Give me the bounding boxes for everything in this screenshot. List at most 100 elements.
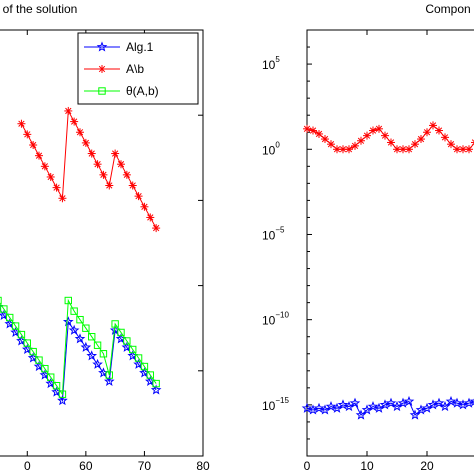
left-data-point [82, 324, 90, 332]
left-data-point [70, 307, 78, 315]
left-data-point [129, 345, 137, 354]
left-data-point [58, 390, 67, 398]
right-data-point [457, 399, 469, 410]
right-data-point [451, 397, 463, 408]
right-data-point [417, 135, 425, 144]
left-data-point [74, 333, 86, 344]
right-data-point [375, 124, 383, 133]
right-data-point [387, 138, 395, 147]
left-data-point [23, 130, 32, 139]
right-data-point [441, 133, 449, 142]
right-x-tick-label: 20 [420, 459, 434, 473]
left-data-point [117, 328, 125, 337]
left-data-point [29, 347, 37, 356]
left-data-point [92, 358, 103, 369]
legend-marker [98, 65, 106, 73]
right-data-point [445, 395, 457, 406]
right-data-point [345, 145, 353, 154]
left-data-point [150, 384, 162, 395]
right-data-point [421, 402, 433, 413]
right-data-point [411, 140, 419, 149]
left-data-point [146, 371, 154, 379]
left-series-0 [0, 304, 162, 406]
right-data-point [343, 400, 355, 412]
left-series-1 [17, 106, 161, 233]
left-data-point [87, 149, 96, 158]
right-data-point [405, 145, 413, 154]
right-y-tick-label: 10−5 [262, 225, 285, 242]
left-data-point [140, 362, 149, 371]
right-data-point [381, 131, 389, 140]
right-y-tick-label: 105 [262, 55, 280, 72]
right-data-point [403, 395, 415, 406]
left-data-point [93, 160, 102, 169]
left-chart-title: of the solution [3, 2, 78, 16]
left-data-point [35, 356, 43, 364]
left-data-point [111, 320, 119, 328]
left-series-line [0, 298, 157, 396]
left-data-point [134, 192, 143, 201]
right-x-tick-label: 10 [360, 459, 374, 473]
left-data-point [47, 373, 55, 381]
legend-marker [98, 87, 106, 95]
right-data-point [435, 126, 443, 135]
left-data-point [128, 181, 137, 190]
left-data-point [64, 296, 72, 305]
left-data-point [0, 296, 2, 305]
right-plot-frame [306, 29, 474, 457]
legend-marker [96, 41, 108, 52]
left-data-point [111, 149, 120, 158]
right-chart: Compon 0 10 20 105 100 10−5 10−10 10−15 [262, 2, 474, 473]
left-data-point [80, 341, 92, 352]
right-data-point [471, 139, 474, 146]
right-data-point [369, 126, 377, 135]
left-data-point [103, 375, 115, 386]
left-data-point [105, 181, 114, 190]
right-data-point [337, 399, 349, 410]
left-data-point [146, 213, 155, 222]
left-data-point [99, 350, 108, 358]
legend-label: Alg.1 [126, 40, 154, 54]
right-data-point [379, 399, 391, 410]
legend-label: A\b [126, 62, 144, 76]
left-data-point [52, 183, 61, 192]
right-data-point [315, 129, 323, 138]
left-series-2 [0, 296, 160, 398]
left-data-point [17, 330, 26, 339]
legend-label: θ(A,b) [126, 84, 159, 98]
right-chart-title: Compon [425, 2, 470, 16]
left-data-point [152, 379, 160, 388]
right-data-point [391, 400, 403, 412]
left-data-point [76, 315, 84, 324]
left-data-point [88, 333, 96, 341]
right-data-point [367, 400, 379, 412]
right-data-point [361, 404, 373, 415]
left-data-point [40, 162, 49, 171]
left-data-point [140, 202, 149, 211]
left-data-point [123, 337, 131, 345]
right-data-point [319, 404, 331, 415]
right-data-point [447, 140, 455, 149]
left-legend: Alg.1 A\b θ(A,b) [77, 32, 199, 105]
right-data-point [415, 404, 427, 415]
left-plot-frame [0, 29, 204, 457]
right-data-point [331, 402, 343, 413]
left-chart: of the solution 0 60 70 80 Alg.1 A\b θ(A,b) [0, 2, 210, 473]
left-data-point [35, 151, 43, 160]
right-data-point [465, 145, 473, 154]
right-data-point [357, 136, 365, 145]
left-data-point [23, 339, 31, 347]
left-data-point [134, 354, 143, 362]
right-data-point [301, 402, 313, 413]
right-series-1 [301, 395, 474, 420]
right-x-tick-label: 0 [304, 459, 311, 473]
right-data-point [469, 398, 474, 406]
right-data-point [433, 397, 445, 408]
left-series-line [20, 109, 157, 229]
right-data-point [429, 121, 437, 130]
right-y-tick-label: 100 [262, 140, 280, 157]
right-data-point [349, 397, 361, 408]
left-x-tick-label: 70 [138, 459, 152, 473]
right-data-point [385, 397, 397, 408]
